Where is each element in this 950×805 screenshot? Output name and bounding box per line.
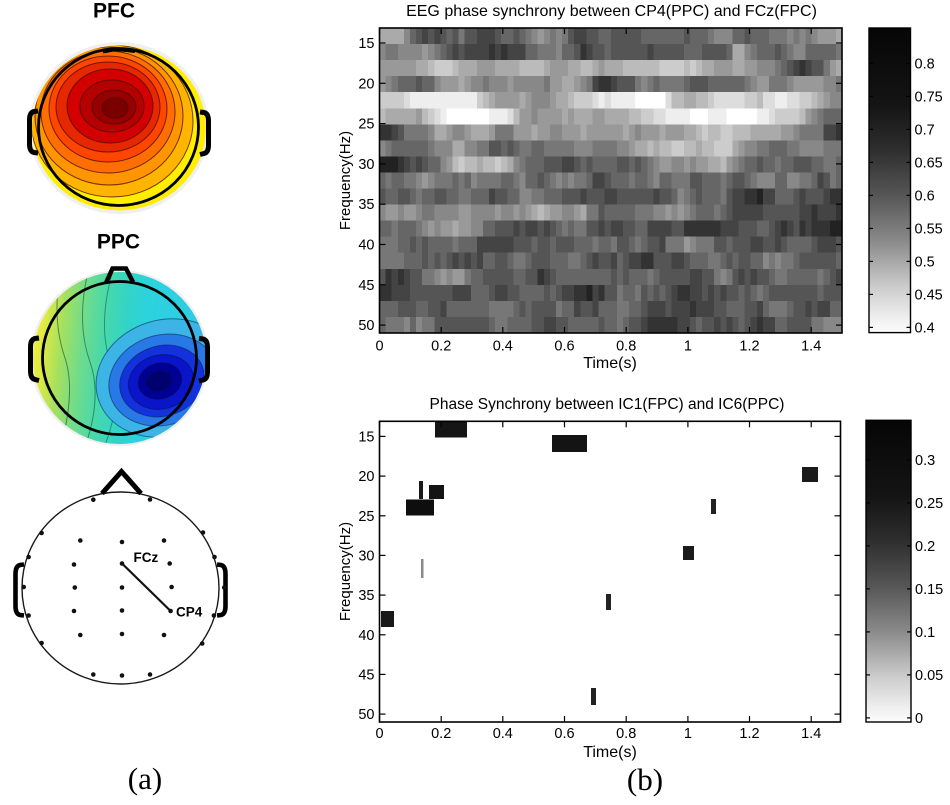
svg-text:45: 45 (358, 667, 374, 683)
svg-text:0.6: 0.6 (915, 188, 935, 204)
svg-text:1.4: 1.4 (801, 726, 821, 742)
svg-text:0.2: 0.2 (915, 539, 935, 555)
svg-text:50: 50 (358, 318, 374, 334)
svg-text:0.1: 0.1 (915, 625, 935, 641)
svg-text:35: 35 (358, 588, 374, 604)
svg-text:15: 15 (358, 429, 374, 445)
svg-text:CP4: CP4 (176, 605, 203, 620)
svg-text:0.8: 0.8 (915, 56, 935, 72)
svg-text:(a): (a) (128, 761, 162, 796)
svg-text:40: 40 (358, 238, 374, 254)
svg-text:FCz: FCz (134, 550, 159, 565)
svg-text:EEG phase synchrony between CP: EEG phase synchrony between CP4(PPC) and… (406, 3, 817, 20)
svg-text:PFC: PFC (93, 0, 135, 23)
svg-text:30: 30 (358, 157, 374, 173)
svg-text:0: 0 (375, 726, 383, 742)
svg-text:0.75: 0.75 (915, 89, 943, 105)
svg-text:Frequency(Hz): Frequency(Hz) (337, 131, 354, 230)
svg-text:(b): (b) (627, 762, 663, 797)
svg-text:0.5: 0.5 (915, 254, 935, 270)
svg-text:0: 0 (375, 339, 383, 355)
svg-text:20: 20 (358, 76, 374, 92)
svg-text:1: 1 (684, 726, 692, 742)
svg-text:Time(s): Time(s) (583, 355, 637, 372)
svg-text:30: 30 (358, 548, 374, 564)
svg-text:0.65: 0.65 (915, 155, 943, 171)
svg-text:25: 25 (358, 117, 374, 133)
svg-text:0.8: 0.8 (616, 339, 636, 355)
svg-text:15: 15 (358, 36, 374, 52)
svg-text:0.4: 0.4 (915, 320, 935, 336)
svg-text:Time(s): Time(s) (583, 744, 637, 761)
svg-text:1.2: 1.2 (739, 339, 759, 355)
svg-text:0.2: 0.2 (431, 726, 451, 742)
svg-text:PPC: PPC (97, 231, 140, 254)
svg-text:1.2: 1.2 (739, 726, 759, 742)
svg-text:45: 45 (358, 278, 374, 294)
svg-text:1: 1 (684, 339, 692, 355)
svg-text:0.05: 0.05 (915, 668, 943, 684)
svg-text:0.4: 0.4 (493, 339, 513, 355)
svg-text:0.4: 0.4 (493, 726, 513, 742)
svg-text:40: 40 (358, 628, 374, 644)
svg-text:Frequency(Hz): Frequency(Hz) (337, 522, 354, 621)
svg-text:0.15: 0.15 (915, 582, 943, 598)
svg-text:0.6: 0.6 (554, 339, 574, 355)
svg-text:20: 20 (358, 469, 374, 485)
svg-text:0.55: 0.55 (915, 221, 943, 237)
svg-text:Phase Synchrony between IC1(FP: Phase Synchrony between IC1(FPC) and IC6… (430, 396, 785, 413)
svg-text:0.6: 0.6 (554, 726, 574, 742)
svg-text:1.4: 1.4 (801, 339, 821, 355)
svg-text:50: 50 (358, 707, 374, 723)
svg-text:0.25: 0.25 (915, 496, 943, 512)
svg-text:0.8: 0.8 (616, 726, 636, 742)
svg-text:0.7: 0.7 (915, 122, 935, 138)
svg-text:0.45: 0.45 (915, 287, 943, 303)
svg-text:0.2: 0.2 (431, 339, 451, 355)
svg-text:35: 35 (358, 197, 374, 213)
svg-text:25: 25 (358, 509, 374, 525)
svg-text:0.3: 0.3 (915, 453, 935, 469)
svg-text:0: 0 (915, 711, 923, 727)
